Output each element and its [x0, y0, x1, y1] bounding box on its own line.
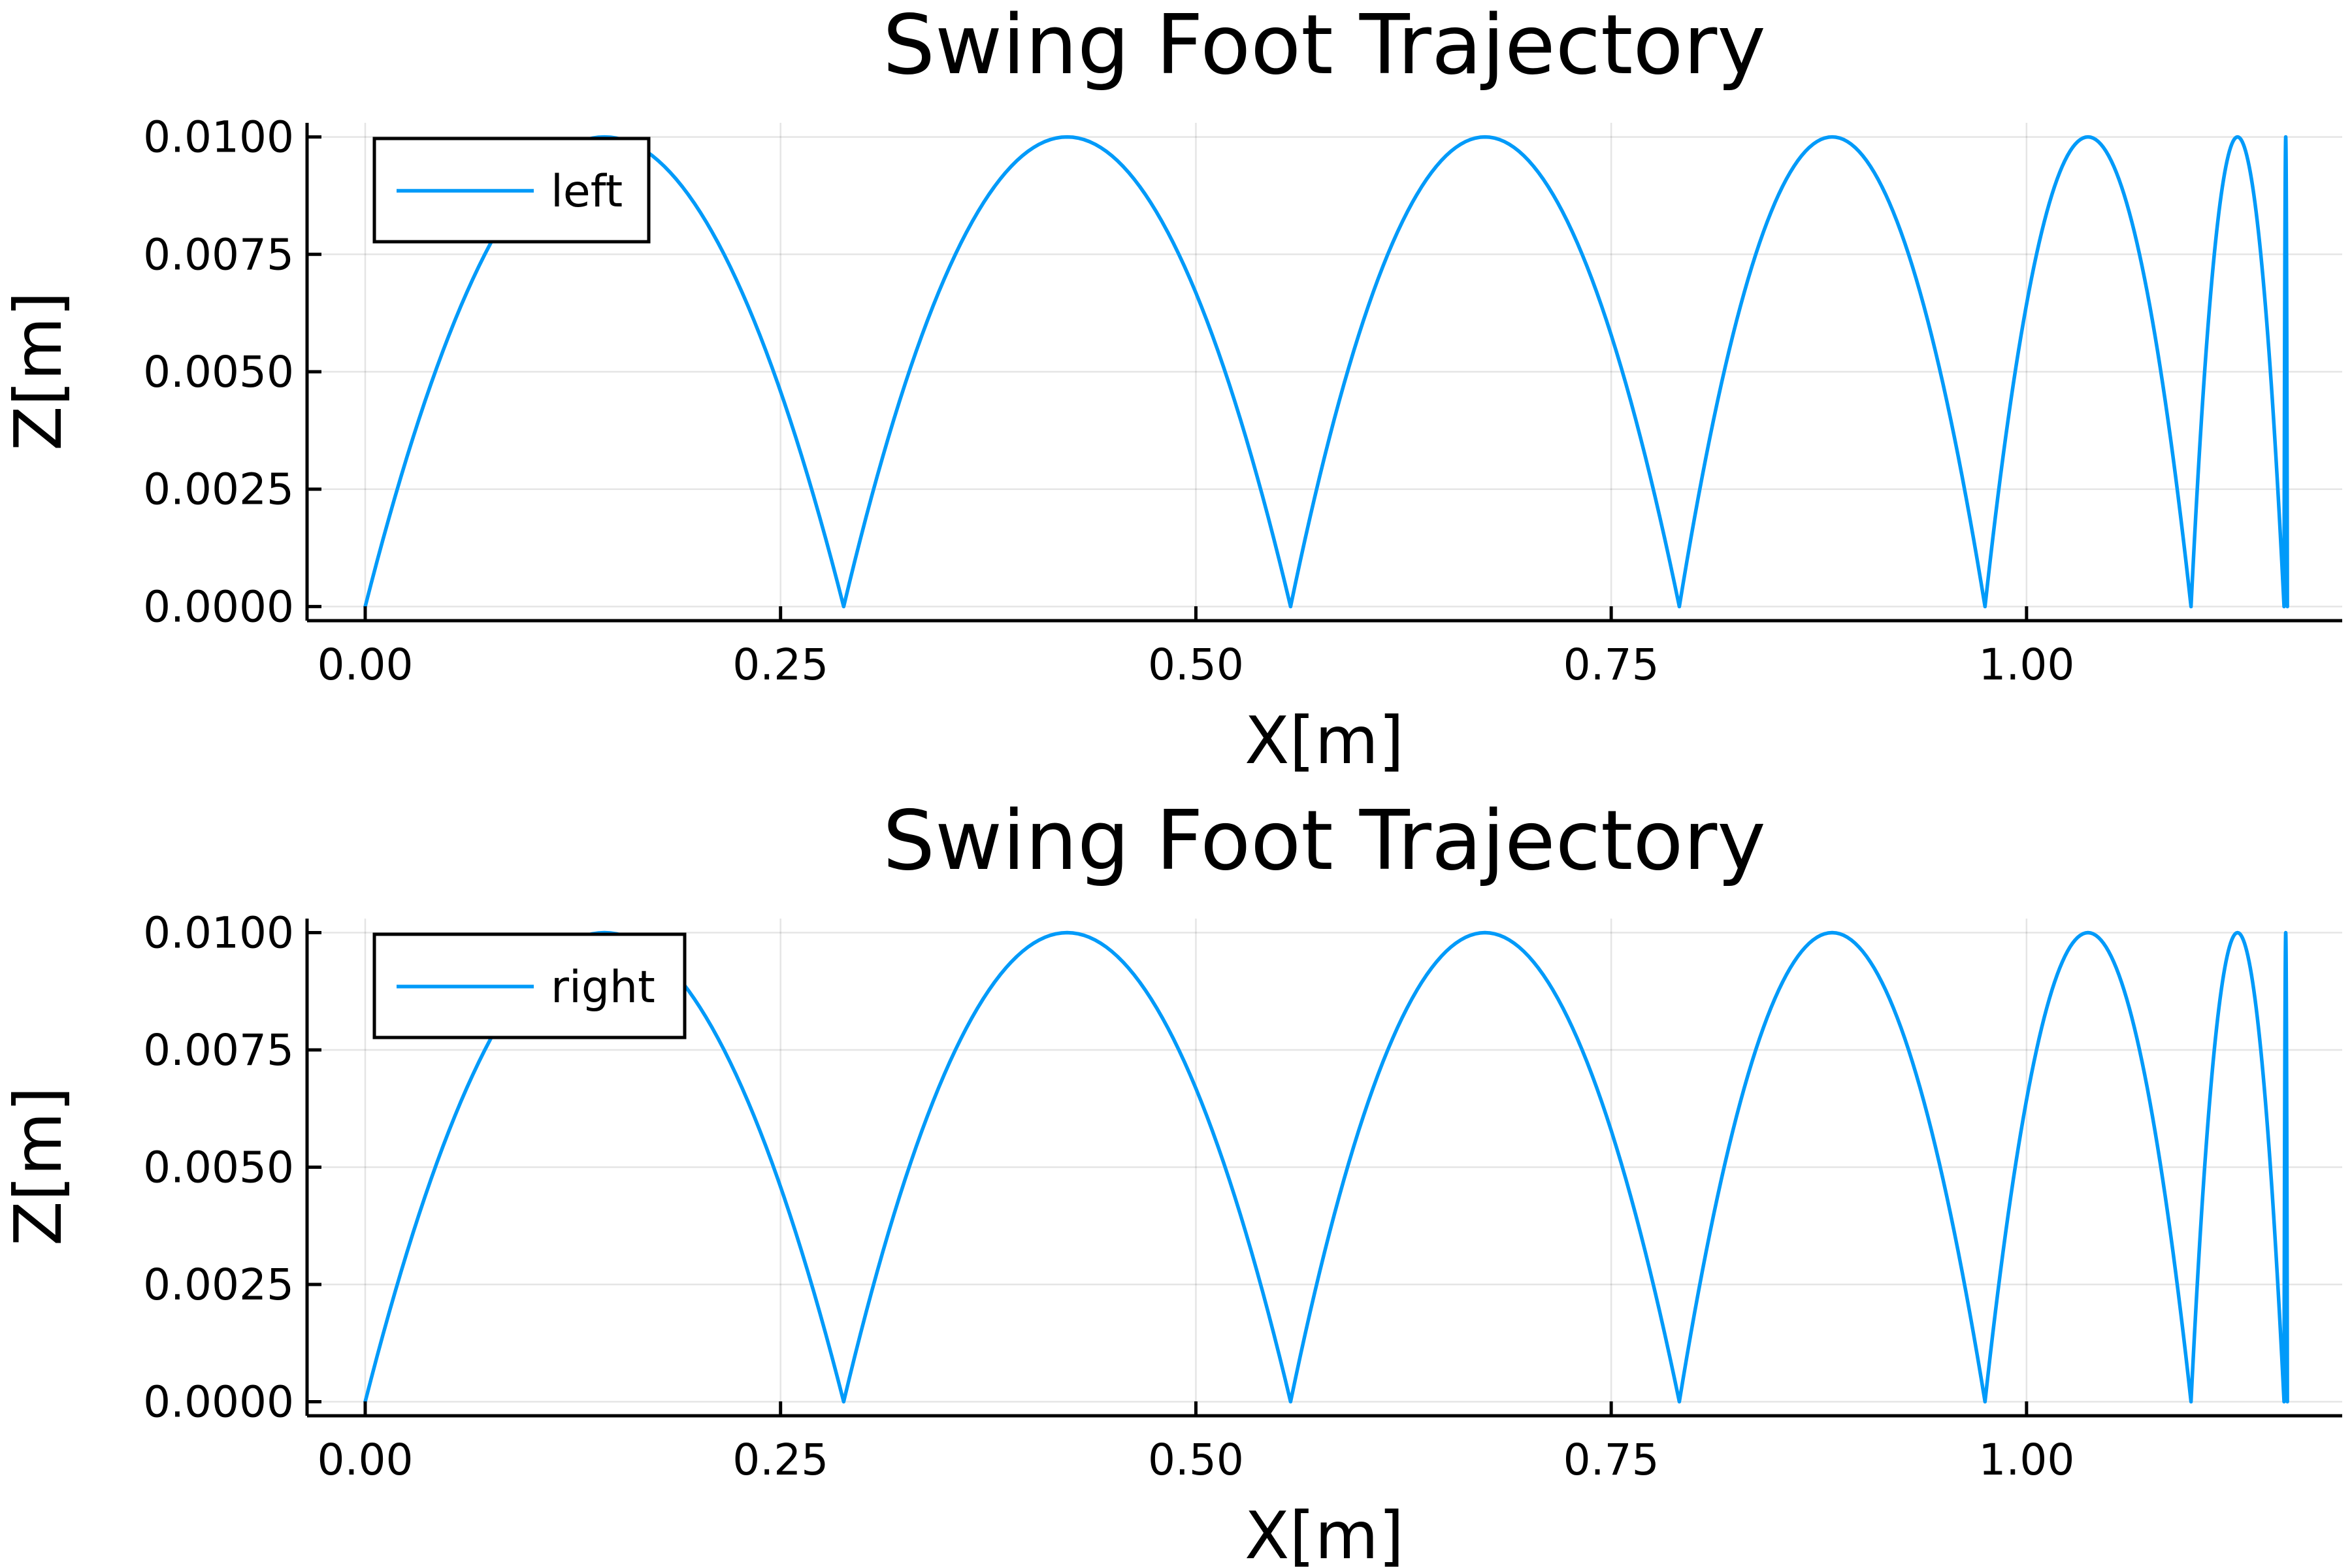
y-tick-label: 0.0025	[143, 465, 294, 515]
x-tick-label: 0.50	[1148, 1435, 1244, 1485]
x-tick-label: 0.25	[732, 1435, 828, 1485]
x-tick-label: 0.00	[318, 1435, 414, 1485]
series-line-right	[363, 930, 2289, 1404]
x-tick-label: 0.25	[732, 640, 828, 690]
ticks: 0.00 0.25 0.50 0.75 1.00 0.0000 0.0025 0.0050 0.…	[143, 112, 2074, 690]
bottom-panel: Swing Foot Trajectory 0.00 0.25 0.50 0.75 1.…	[0, 792, 2342, 1568]
y-axis-label: Z[m]	[0, 291, 76, 451]
x-tick-label: 0.75	[1563, 1435, 1659, 1485]
series-line-left	[363, 135, 2289, 609]
top-panel: Swing Foot Trajectory 0.00 0.25 0.50 0.75 1.…	[0, 0, 2342, 779]
legend-label: right	[551, 962, 655, 1013]
x-tick-label: 0.00	[318, 640, 414, 690]
grid	[307, 123, 2342, 621]
legend-label: left	[551, 166, 623, 218]
y-tick-label: 0.0100	[143, 112, 294, 163]
y-tick-label: 0.0050	[143, 1143, 294, 1193]
x-axis-label: X[m]	[1245, 1497, 1404, 1568]
legend: left	[372, 137, 651, 244]
y-tick-label: 0.0075	[143, 229, 294, 280]
y-axis-label: Z[m]	[0, 1086, 76, 1246]
legend: right	[372, 932, 687, 1039]
y-tick-label: 0.0025	[143, 1260, 294, 1310]
x-tick-label: 0.75	[1563, 640, 1659, 690]
series	[363, 135, 2289, 609]
x-tick-label: 1.00	[1978, 640, 2074, 690]
x-axis-label: X[m]	[1245, 702, 1404, 779]
y-tick-label: 0.0075	[143, 1025, 294, 1075]
y-tick-label: 0.0100	[143, 908, 294, 958]
chart-title: Swing Foot Trajectory	[883, 792, 1766, 889]
ticks: 0.00 0.25 0.50 0.75 1.00 0.0000 0.0025 0.0050 0.…	[143, 908, 2074, 1485]
y-tick-label: 0.0000	[143, 1377, 294, 1427]
y-tick-label: 0.0000	[143, 581, 294, 632]
series	[363, 930, 2289, 1404]
y-tick-label: 0.0050	[143, 347, 294, 397]
x-tick-label: 0.50	[1148, 640, 1244, 690]
x-tick-label: 1.00	[1978, 1435, 2074, 1485]
chart-title: Swing Foot Trajectory	[883, 0, 1766, 93]
